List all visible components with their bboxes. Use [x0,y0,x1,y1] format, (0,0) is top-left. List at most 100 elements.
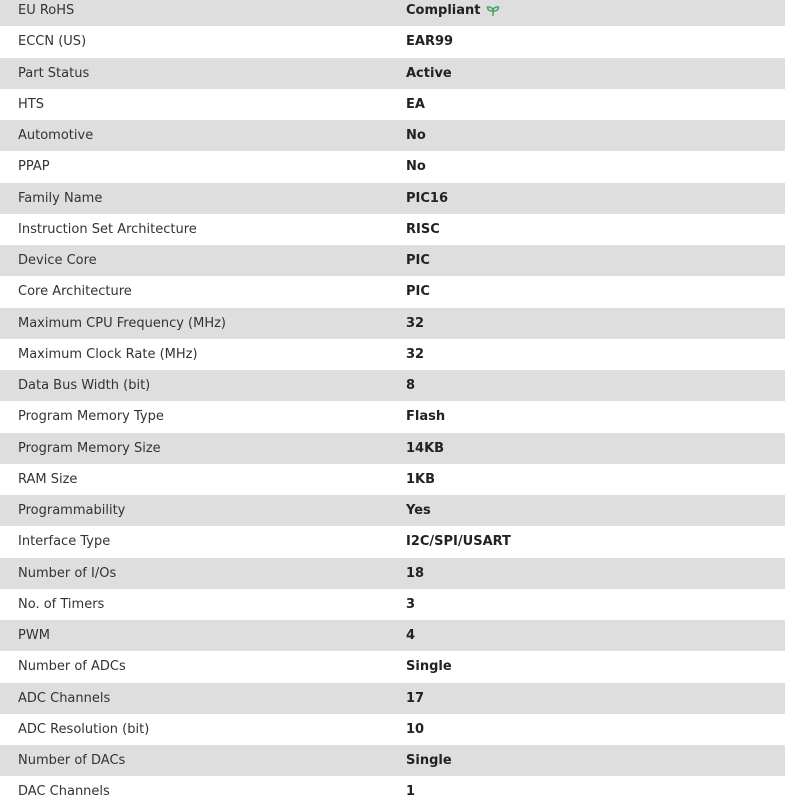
spec-row: HTS EA [0,88,785,120]
spec-label: HTS [18,96,44,112]
spec-value-text: Yes [406,503,431,519]
spec-value-text: 10 [406,721,425,737]
spec-value-text: EAR99 [406,34,454,50]
spec-value: 4 [406,628,415,643]
spec-row: Program Memory Type Flash [0,401,785,433]
spec-value-text: Flash [406,409,446,425]
spec-value-text: 8 [406,378,416,394]
spec-label: DAC Channels [18,784,110,800]
spec-value: PIC16 [406,191,448,206]
spec-value-text: PIC [406,284,430,300]
spec-row: Interface Type I2C/SPI/USART [0,526,785,558]
spec-value-text: 32 [406,346,425,362]
spec-value-text: 1 [406,784,416,800]
spec-label: PPAP [18,159,50,175]
spec-value-text: RISC [406,221,440,237]
spec-row: Program Memory Size 14KB [0,432,785,464]
spec-label: ADC Resolution (bit) [18,721,150,737]
spec-value: Yes [406,503,431,518]
spec-label: Programmability [18,503,126,519]
spec-label: Program Memory Size [18,440,161,456]
spec-value: 14KB [406,441,444,456]
spec-value: Flash [406,409,445,424]
spec-row: Number of I/Os 18 [0,557,785,589]
spec-value-text: PIC [406,253,430,269]
spec-row: ECCN (US) EAR99 [0,26,785,58]
spec-value: 1 [406,784,415,799]
spec-label: Maximum CPU Frequency (MHz) [18,315,226,331]
spec-row: RAM Size 1KB [0,463,785,495]
spec-label: Program Memory Type [18,409,164,425]
spec-label: Part Status [18,65,90,81]
spec-row: Automotive No [0,120,785,152]
spec-value-text: No [406,159,426,175]
spec-value-text: 1KB [406,471,436,487]
spec-label: No. of Timers [18,596,105,612]
spec-row: Maximum CPU Frequency (MHz) 32 [0,307,785,339]
spec-row: EU RoHS Compliant [0,0,785,27]
spec-label: PWM [18,628,50,644]
spec-value-text: 14KB [406,440,445,456]
spec-value: Active [406,66,452,81]
spec-label: Instruction Set Architecture [18,221,197,237]
spec-row: Data Bus Width (bit) 8 [0,370,785,402]
spec-value-text: Compliant [406,3,481,19]
spec-row: Part Status Active [0,57,785,89]
spec-value-text: 4 [406,628,416,644]
spec-value-text: PIC16 [406,190,448,206]
spec-row: Family Name PIC16 [0,182,785,214]
spec-row: PPAP No [0,151,785,183]
spec-value: PIC [406,284,430,299]
spec-value: Compliant [406,3,500,18]
spec-value: I2C/SPI/USART [406,534,511,549]
spec-label: Device Core [18,253,97,269]
spec-row: Core Architecture PIC [0,276,785,308]
spec-row: Maximum Clock Rate (MHz) 32 [0,338,785,370]
spec-row: Device Core PIC [0,245,785,277]
spec-value-text: 17 [406,690,425,706]
spec-value: 32 [406,316,424,331]
spec-label: Maximum Clock Rate (MHz) [18,346,198,362]
spec-value: 17 [406,691,424,706]
spec-label: Family Name [18,190,103,206]
spec-row: Programmability Yes [0,495,785,527]
spec-label: RAM Size [18,471,78,487]
spec-row: No. of Timers 3 [0,588,785,620]
leaf-icon [486,5,500,17]
spec-value-text: Single [406,753,452,769]
spec-value-text: I2C/SPI/USART [406,534,511,550]
spec-value: PIC [406,253,430,268]
spec-value-text: 32 [406,315,425,331]
spec-value: 10 [406,722,424,737]
spec-row: DAC Channels 1 [0,776,785,808]
spec-row: PWM 4 [0,620,785,652]
spec-value-text: 18 [406,565,425,581]
spec-value-text: EA [406,96,425,112]
spec-value: No [406,159,426,174]
spec-value-text: No [406,128,426,144]
spec-label: Number of I/Os [18,565,117,581]
spec-value: 32 [406,347,424,362]
spec-value-text: Single [406,659,452,675]
spec-value-text: 3 [406,596,416,612]
spec-value: 3 [406,597,415,612]
spec-value: 8 [406,378,415,393]
spec-row: ADC Resolution (bit) 10 [0,713,785,745]
spec-row: ADC Channels 17 [0,682,785,714]
spec-value: EA [406,97,425,112]
spec-value: Single [406,659,452,674]
spec-label: Number of ADCs [18,659,126,675]
spec-label: ECCN (US) [18,34,87,50]
spec-label: Number of DACs [18,753,126,769]
spec-label: Data Bus Width (bit) [18,378,151,394]
spec-label: ADC Channels [18,690,111,706]
spec-label: Interface Type [18,534,111,550]
spec-value: No [406,128,426,143]
spec-row: Number of DACs Single [0,745,785,777]
spec-row: Number of ADCs Single [0,651,785,683]
spec-label: Core Architecture [18,284,132,300]
spec-label: Automotive [18,128,94,144]
spec-value-text: Active [406,65,452,81]
spec-value: 18 [406,566,424,581]
